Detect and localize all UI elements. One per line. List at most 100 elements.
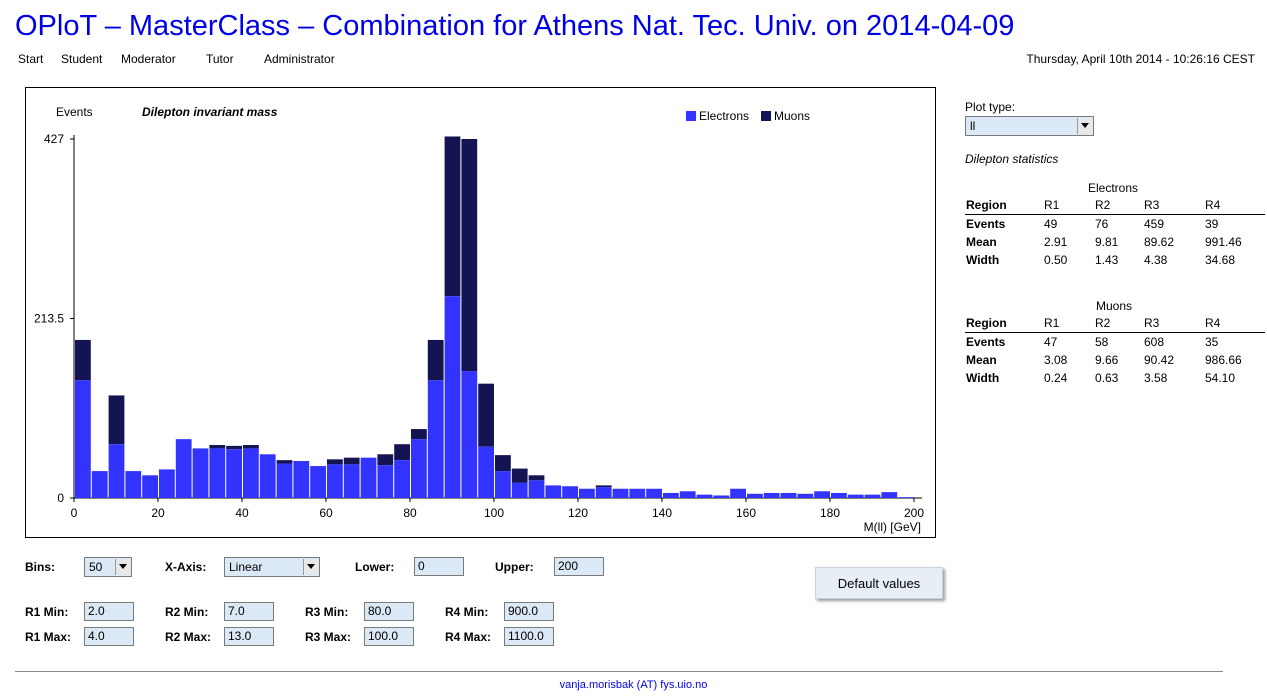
electron-bar [310,466,326,498]
x-tick-label: 20 [151,506,165,520]
table-header-cell: R2 [1094,196,1143,215]
table-cell: 459 [1144,217,1165,231]
r3-max-label: R3 Max: [305,630,352,644]
histogram-panel: 427 213.5 0 0 20 40 60 80 100 120 140 160 180 200 Even… [25,87,936,538]
muon-bar [394,444,410,461]
x-tick-label: 0 [71,506,78,520]
xaxis-value: Linear [229,560,263,574]
r1-max-input[interactable]: 4.0 [84,627,134,646]
nav-start[interactable]: Start [18,52,44,66]
muon-bar [327,459,343,465]
electron-bar [142,475,158,498]
r4-min-label: R4 Min: [445,605,489,619]
table-row: Width 0.50 1.43 4.38 34.68 [965,251,1265,269]
muon-bar [511,468,528,483]
table-cell: 2.91 [1044,235,1068,249]
table-cell: 76 [1095,217,1109,231]
muon-bar [75,339,91,381]
table-cell: 9.66 [1095,353,1119,367]
r4-min-input[interactable]: 900.0 [504,602,554,621]
table-cell: 3.08 [1044,353,1068,367]
muons-stats-table: Region R1 R2 R3 R4 Events 47 58 608 35 M… [965,314,1265,387]
electron-bar [562,486,578,498]
table-cell: 89.62 [1144,235,1175,249]
footer-contact[interactable]: vanja.morisbak (AT) fys.uio.no [559,679,708,691]
table-header-cell: Region [965,196,1043,215]
electron-bar [461,371,478,498]
x-axis-label: M(ll) [GeV] [864,520,921,534]
electron-bar [713,495,730,498]
nav-administrator[interactable]: Administrator [264,52,335,66]
nav-moderator[interactable]: Moderator [121,52,176,66]
table-header-cell: R3 [1143,314,1204,333]
x-tick-label: 160 [736,506,756,520]
electron-bar [864,494,881,498]
electron-bar [91,471,108,498]
page-title: OPloT – MasterClass – Combination for At… [15,10,1015,42]
electron-bar [528,480,545,498]
r1-min-input[interactable]: 2.0 [84,602,134,621]
electron-bar [780,492,797,498]
plot-type-select[interactable]: ll [965,116,1094,136]
r2-min-input[interactable]: 7.0 [224,602,274,621]
electron-bar [696,494,713,498]
nav-tutor[interactable]: Tutor [206,52,234,66]
muon-bar [377,454,394,466]
table-cell: 3.58 [1144,371,1168,385]
r4-max-input[interactable]: 1100.0 [504,627,554,646]
electron-bar [881,492,898,498]
r1-min-label: R1 Min: [25,605,69,619]
table-header-cell: R2 [1094,314,1143,333]
muons-stats-title: Muons [1096,299,1133,313]
upper-label: Upper: [495,560,534,574]
x-tick-label: 80 [403,506,417,520]
table-cell: 9.81 [1095,235,1119,249]
r3-max-input[interactable]: 100.0 [364,627,414,646]
table-cell: 34.68 [1205,253,1236,267]
electron-bar [679,491,696,498]
bins-value: 50 [89,560,103,574]
y-tick-label: 213.5 [34,312,64,326]
legend-label-electrons: Electrons [699,109,749,123]
electron-bar [730,488,746,498]
table-cell: 4.38 [1144,253,1168,267]
electron-bar [629,488,646,498]
r2-min-label: R2 Min: [165,605,209,619]
xaxis-select[interactable]: Linear [224,557,320,577]
muon-bar [461,139,478,372]
table-cell: Events [966,335,1006,349]
table-cell: Mean [966,353,997,367]
electron-bar [159,469,175,498]
electron-bar [663,492,679,498]
current-datetime: Thursday, April 10th 2014 - 10:26:16 CES… [1026,52,1255,66]
electron-bar [75,380,91,498]
table-cell: 0.50 [1044,253,1068,267]
lower-input[interactable]: 0 [414,557,464,576]
table-header-cell: R1 [1043,314,1094,333]
y-tick-label: 427 [44,132,64,146]
r2-max-input[interactable]: 13.0 [224,627,274,646]
electron-bar [327,464,343,498]
electron-bar [343,464,360,498]
nav-student[interactable]: Student [61,52,103,66]
muon-bar [444,136,461,297]
r3-min-input[interactable]: 80.0 [364,602,414,621]
electron-bar [360,457,377,498]
table-cell: 90.42 [1144,353,1175,367]
table-header-cell: Region [965,314,1043,333]
default-values-button[interactable]: Default values [815,567,943,599]
muon-bar [209,445,226,449]
x-tick-label: 140 [652,506,672,520]
x-tick-label: 40 [235,506,249,520]
legend-swatch-muons [761,111,771,121]
electron-bar [495,471,511,498]
table-cell: Width [966,253,1000,267]
upper-input[interactable]: 200 [554,557,604,576]
lower-label: Lower: [355,560,395,574]
bins-select[interactable]: 50 [84,557,132,577]
table-cell: 0.63 [1095,371,1119,385]
legend-swatch-electrons [686,111,696,121]
r1-max-label: R1 Max: [25,630,72,644]
electron-bar [108,444,125,498]
electron-bar [444,296,461,498]
